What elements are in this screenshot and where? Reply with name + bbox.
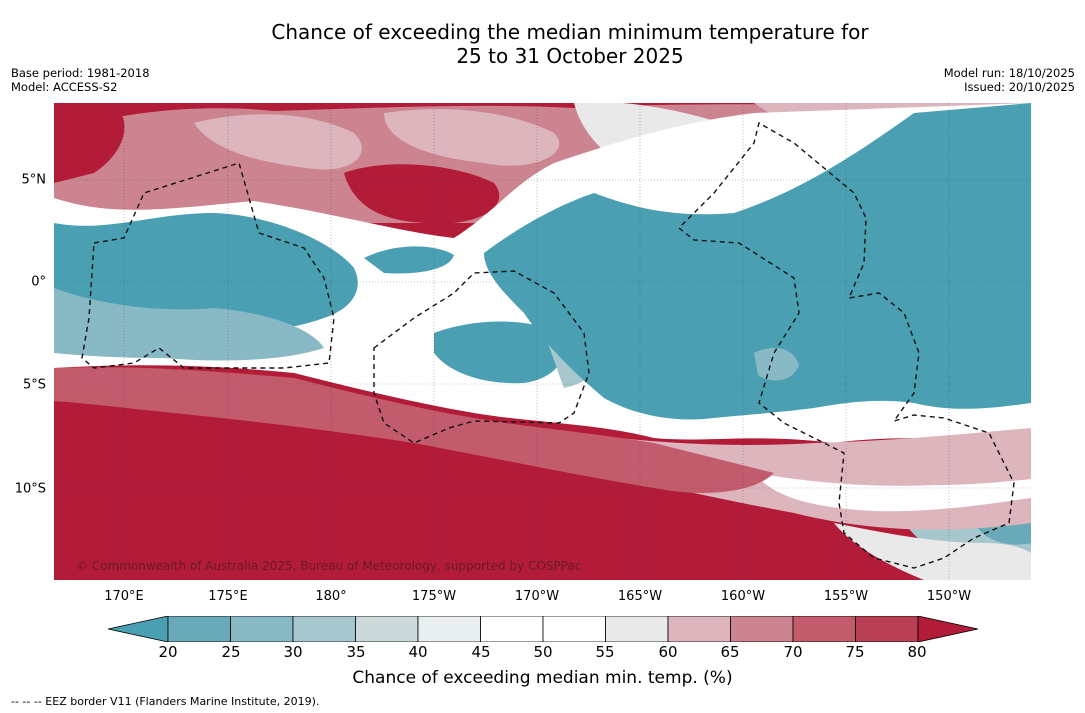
- lat-label-10s: 10°S: [14, 481, 46, 497]
- region-south-neutral: [754, 473, 1031, 512]
- region-south-pale: [834, 523, 1031, 580]
- colorbar-tick-70: 70: [783, 643, 803, 661]
- colorbar-tick-45: 45: [471, 643, 491, 661]
- lon-label-175e: 175°E: [208, 589, 248, 604]
- colorbar-bin: [855, 616, 919, 642]
- colorbar-tick-65: 65: [720, 643, 740, 661]
- colorbar-tick-25: 25: [221, 643, 241, 661]
- meta-right: Model run: 18/10/2025 Issued: 20/10/2025: [944, 66, 1075, 94]
- lat-label-5n: 5°N: [21, 172, 47, 188]
- colorbar-bin: [605, 616, 669, 642]
- base-period: Base period: 1981-2018: [11, 66, 150, 80]
- map-canvas: [54, 103, 1031, 580]
- colorbar-tick-40: 40: [408, 643, 428, 661]
- lon-label-155w: 155°W: [823, 589, 869, 604]
- lon-label-180: 180°: [315, 589, 347, 604]
- lat-label-5s: 5°S: [22, 377, 46, 393]
- colorbar-tick-55: 55: [595, 643, 615, 661]
- colorbar-tick-75: 75: [845, 643, 865, 661]
- region-cool-central: [434, 321, 563, 384]
- colorbar-bin: [542, 616, 606, 642]
- title-line-1: Chance of exceeding the median minimum t…: [271, 20, 869, 44]
- region-cool-west-fringe: [54, 288, 324, 361]
- model-run: Model run: 18/10/2025: [943, 66, 1075, 80]
- colorbar: [108, 616, 978, 642]
- colorbar-tick-80: 80: [907, 643, 927, 661]
- forecast-map: © Commonwealth of Australia 2025, Bureau…: [54, 103, 1031, 580]
- colorbar-tick-50: 50: [533, 643, 553, 661]
- lon-label-165w: 165°W: [617, 589, 663, 604]
- meta-left: Base period: 1981-2018 Model: ACCESS-S2: [11, 66, 150, 94]
- lon-label-170w: 170°W: [514, 589, 560, 604]
- eez-border-west: [81, 162, 335, 369]
- region-southern-mixed: [54, 367, 774, 493]
- lat-label-0: 0°: [31, 274, 46, 290]
- colorbar-bin: [730, 616, 794, 642]
- colorbar-bin: [480, 616, 544, 642]
- lon-label-170e: 170°E: [104, 589, 144, 604]
- model-name: Model: ACCESS-S2: [11, 80, 118, 94]
- lon-label-150w: 150°W: [926, 589, 972, 604]
- title-line-2: 25 to 31 October 2025: [456, 44, 684, 68]
- region-warm-patch-a: [344, 164, 500, 224]
- colorbar-extend-low: [108, 616, 169, 642]
- gridlines: [54, 103, 1031, 580]
- region-cool-east-inner-pale: [754, 347, 799, 381]
- colorbar-tick-60: 60: [658, 643, 678, 661]
- colorbar-tick-30: 30: [283, 643, 303, 661]
- map-title: Chance of exceeding the median minimum t…: [170, 20, 970, 68]
- colorbar-bin: [230, 616, 294, 642]
- lon-label-175w: 175°W: [411, 589, 457, 604]
- region-warm-patch-b: [54, 103, 125, 183]
- colorbar-tick-35: 35: [346, 643, 366, 661]
- colorbar-bin: [292, 616, 356, 642]
- colorbar-extend-high: [917, 616, 978, 642]
- colorbar-bin: [667, 616, 731, 642]
- region-cool-mid: [364, 246, 454, 274]
- lon-label-160w: 160°W: [720, 589, 766, 604]
- colorbar-tick-20: 20: [158, 643, 178, 661]
- region-northern-pale-2: [384, 109, 560, 166]
- colorbar-bin: [167, 616, 231, 642]
- eez-border-east: [677, 121, 1015, 569]
- eez-footnote: -- -- -- EEZ border V11 (Flanders Marine…: [11, 695, 320, 708]
- region-cool-west: [54, 213, 358, 332]
- issued-date: Issued: 20/10/2025: [964, 80, 1075, 94]
- region-northern-pale-1: [194, 114, 362, 170]
- colorbar-bin: [792, 616, 856, 642]
- colorbar-label: Chance of exceeding median min. temp. (%…: [352, 668, 733, 688]
- colorbar-bin: [355, 616, 419, 642]
- colorbar-bin: [417, 616, 481, 642]
- eez-border-central: [373, 270, 590, 444]
- region-cool-east: [484, 103, 1031, 420]
- copyright-notice: © Commonwealth of Australia 2025, Bureau…: [76, 559, 582, 573]
